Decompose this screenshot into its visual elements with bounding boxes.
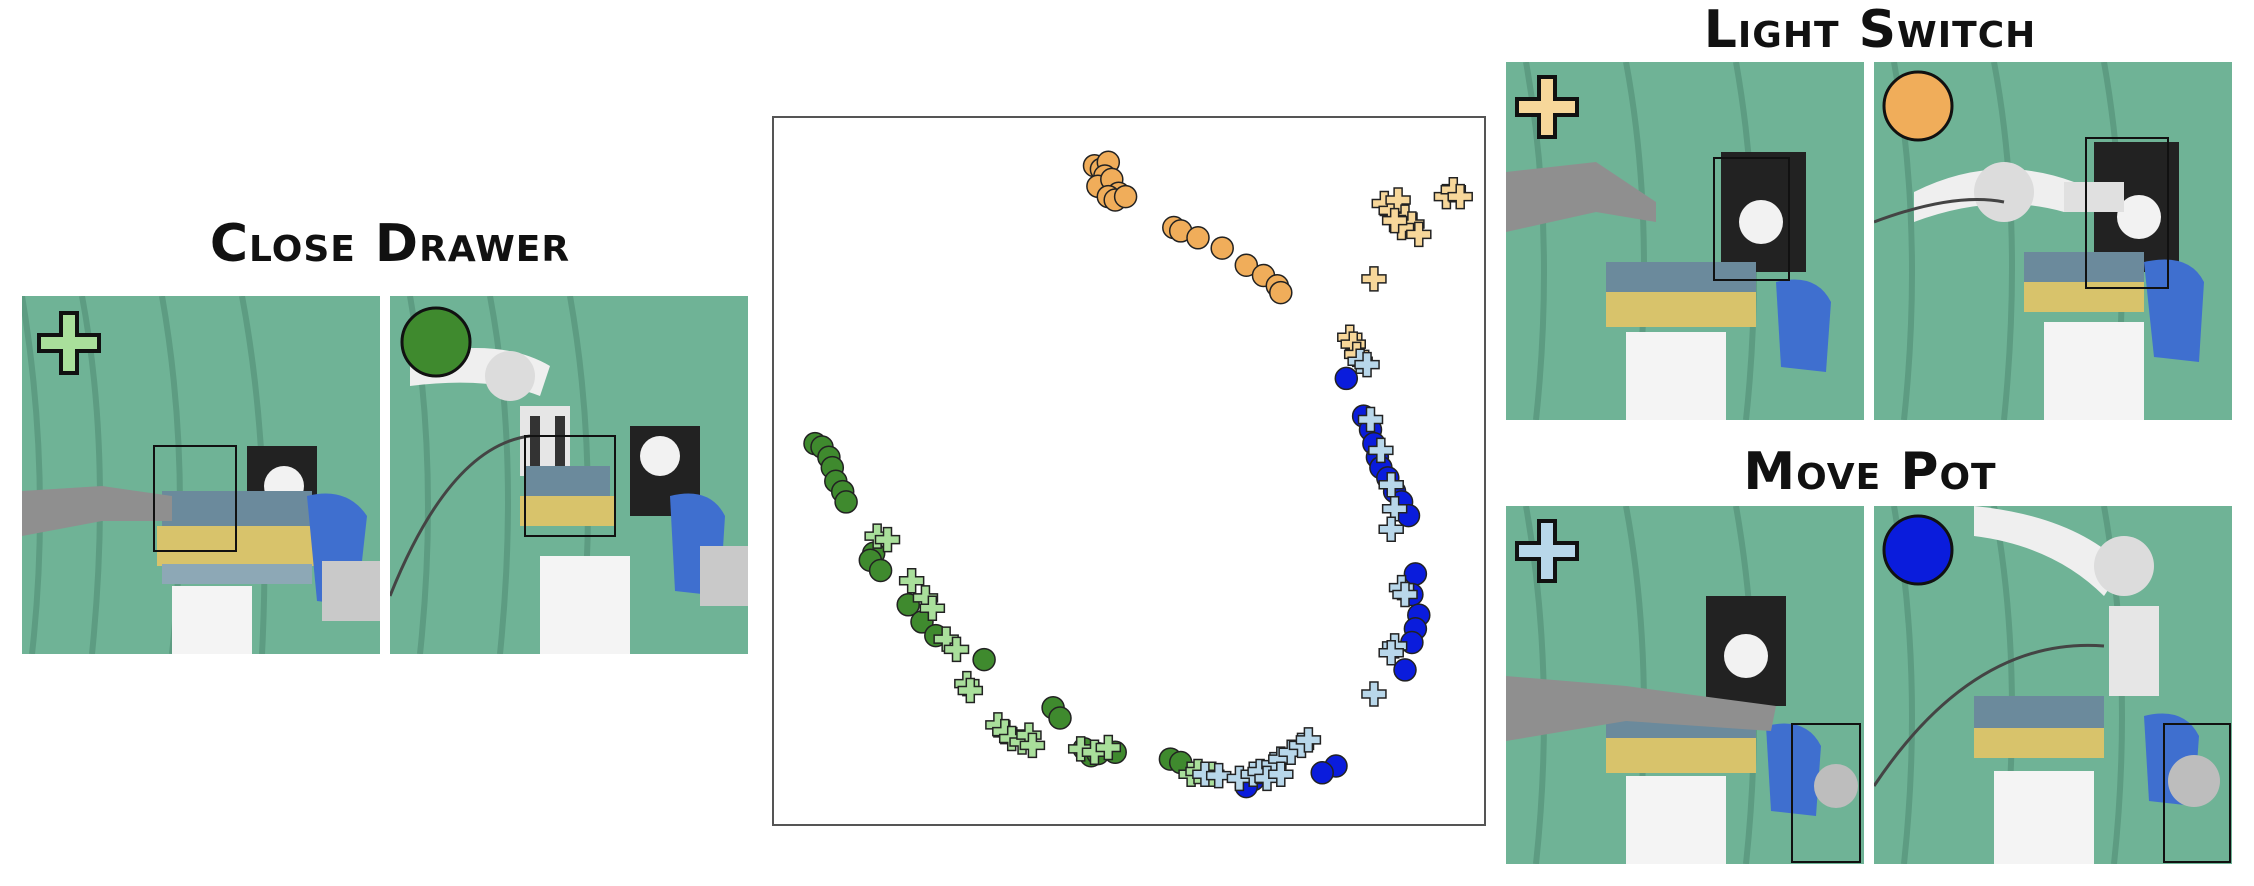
move-pot-plus-point-13 <box>1205 762 1232 789</box>
move-pot-plus-point-2 <box>1357 406 1384 433</box>
move-pot-plus-point-11 <box>1361 681 1387 707</box>
close-drawer-plus-point-14 <box>1019 732 1046 759</box>
move-pot-plus-point-12 <box>1192 761 1218 787</box>
light-switch-plus-point-6 <box>1381 207 1408 234</box>
light-switch-plus-point-7 <box>1406 221 1432 248</box>
close-drawer-robot-photo <box>390 296 748 654</box>
light-switch-robot-photo <box>1874 62 2232 420</box>
light-switch-circle-point-14 <box>1234 253 1259 277</box>
move-pot-plus-point-10 <box>1378 640 1404 666</box>
move-pot-plus-point-3 <box>1368 437 1394 464</box>
move-pot-plus-point-6 <box>1378 516 1404 543</box>
embedding-scatter-plot <box>772 116 1486 826</box>
plus-marker-icon <box>1515 75 1579 139</box>
circle-marker-icon <box>400 306 472 378</box>
close-drawer-circle-point-15 <box>1048 706 1072 730</box>
close-drawer-plus-point-8 <box>957 677 984 704</box>
move-pot-plus-point-1 <box>1354 351 1380 378</box>
close-drawer-plus-point-1 <box>874 526 901 553</box>
move-pot-human-photo <box>1506 506 1864 864</box>
light-switch-plus-point-10 <box>1447 183 1473 210</box>
close-drawer-plus-point-6 <box>943 636 970 663</box>
light-switch-circle-point-12 <box>1186 226 1210 250</box>
move-pot-circle-point-0 <box>1334 366 1359 391</box>
move-pot-plus-point-23 <box>1268 761 1294 787</box>
light-switch-human-photo <box>1506 62 1864 420</box>
close-drawer-plus-point-15 <box>1067 736 1094 762</box>
move-pot-robot-photo <box>1874 506 2232 864</box>
close-drawer-plus-point-2 <box>898 568 925 594</box>
light-switch-circle-point-9 <box>1113 184 1138 209</box>
move-pot-title: Move Pot <box>1743 442 1997 502</box>
close-drawer-circle-point-6 <box>834 490 858 514</box>
plus-marker-icon <box>1515 519 1579 583</box>
move-pot-circle-point-17 <box>1310 761 1334 785</box>
close-drawer-plus-point-4 <box>919 595 946 621</box>
light-switch-title: Light Switch <box>1703 0 2037 60</box>
circle-marker-icon <box>1882 70 1954 142</box>
close-drawer-title: Close Drawer <box>209 214 571 274</box>
plus-marker-icon <box>37 311 101 375</box>
plot-frame <box>772 116 1486 826</box>
close-drawer-human-photo <box>22 296 380 654</box>
move-pot-plus-point-8 <box>1392 581 1418 608</box>
close-drawer-circle-point-13 <box>972 647 996 672</box>
close-drawer-plus-point-17 <box>1095 734 1122 761</box>
light-switch-plus-point-11 <box>1361 266 1387 292</box>
move-pot-circle-point-15 <box>1393 658 1417 682</box>
move-pot-plus-point-5 <box>1381 495 1408 522</box>
move-pot-circle-point-10 <box>1403 562 1428 586</box>
light-switch-circle-point-17 <box>1269 280 1293 305</box>
move-pot-plus-point-21 <box>1295 727 1322 753</box>
close-drawer-circle-point-9 <box>868 558 893 583</box>
circle-marker-icon <box>1882 514 1954 586</box>
light-switch-circle-point-13 <box>1210 236 1234 260</box>
